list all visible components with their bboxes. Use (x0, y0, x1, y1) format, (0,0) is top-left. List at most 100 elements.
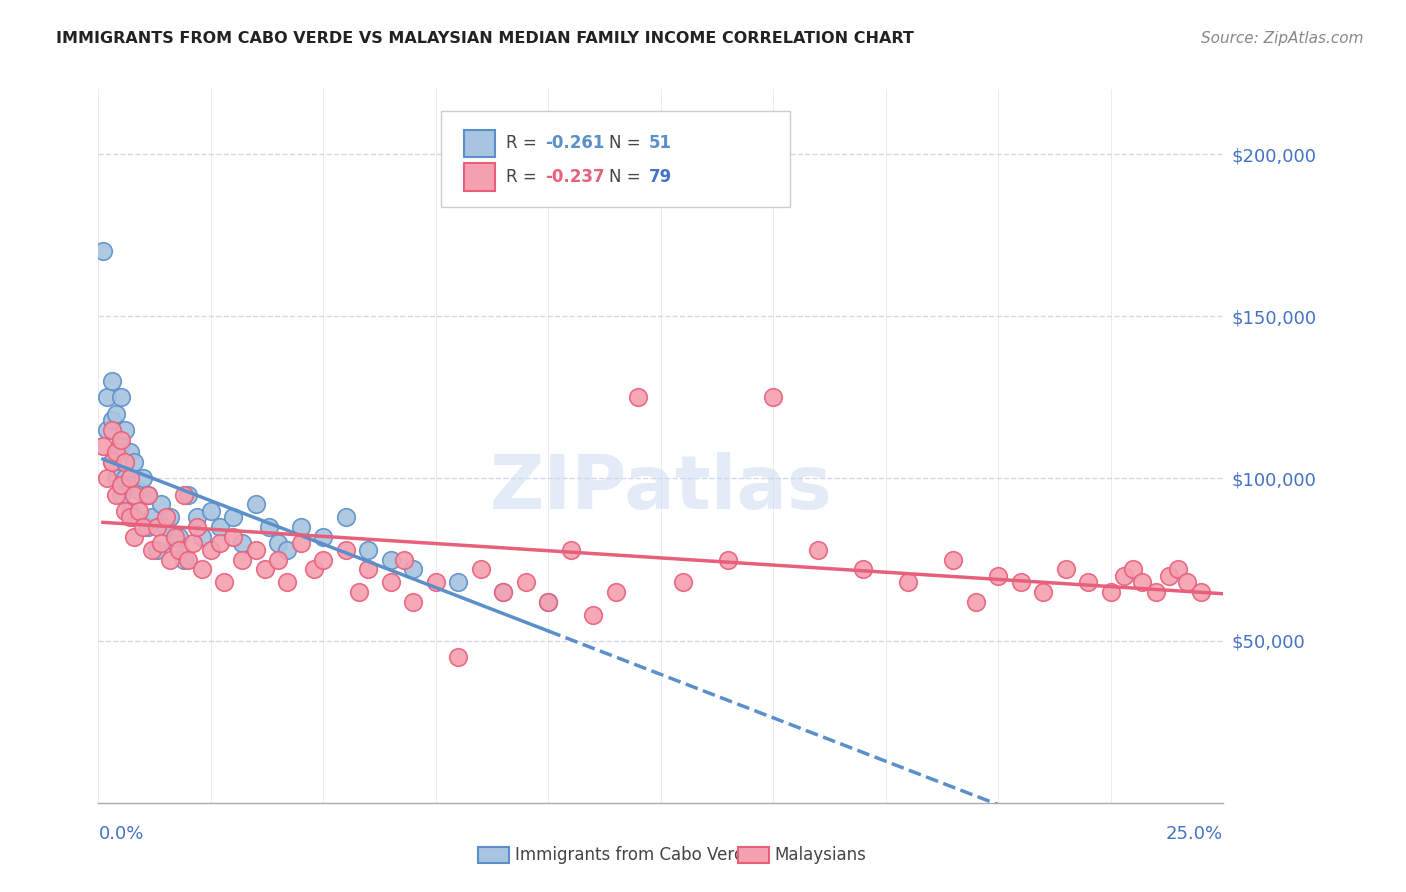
Point (101, 455, 124, 469)
Point (1144, 585, 1167, 599)
Point (1122, 562, 1144, 576)
Point (114, 423, 136, 437)
Text: N =: N = (609, 135, 645, 153)
Point (91, 439, 114, 453)
Point (118, 478, 141, 492)
Point (537, 595, 560, 609)
Point (208, 520, 231, 534)
Point (470, 562, 492, 576)
Text: 25.0%: 25.0% (1166, 825, 1223, 843)
Point (253, 562, 276, 576)
Point (425, 575, 447, 590)
Point (118, 510, 141, 524)
Point (177, 552, 200, 566)
Point (942, 552, 965, 566)
Point (1175, 575, 1198, 590)
Point (1167, 562, 1189, 576)
Point (110, 390, 132, 404)
Bar (464, 130, 495, 157)
Point (380, 552, 402, 566)
Point (124, 455, 146, 469)
Point (304, 562, 326, 576)
Point (897, 575, 920, 590)
Text: ZIPatlas: ZIPatlas (489, 452, 832, 525)
Point (114, 471, 136, 485)
Point (312, 530, 335, 544)
Text: R =: R = (506, 168, 541, 186)
Point (163, 536, 186, 550)
Point (155, 510, 177, 524)
Point (1189, 585, 1212, 599)
Point (146, 542, 169, 557)
Point (852, 562, 875, 576)
Point (492, 585, 515, 599)
Point (128, 484, 150, 499)
Point (105, 488, 128, 502)
Point (290, 536, 312, 550)
Point (335, 510, 357, 524)
Point (200, 504, 222, 518)
Point (191, 530, 214, 544)
Point (96, 390, 118, 404)
Point (159, 510, 181, 524)
Point (312, 552, 335, 566)
Point (105, 445, 128, 459)
Point (124, 510, 146, 524)
Point (110, 478, 132, 492)
Point (335, 542, 357, 557)
Point (231, 536, 253, 550)
Point (380, 575, 402, 590)
Point (110, 488, 132, 502)
Point (214, 575, 236, 590)
Point (492, 585, 515, 599)
Point (96, 423, 118, 437)
Point (173, 488, 195, 502)
Point (222, 510, 245, 524)
Point (447, 649, 470, 664)
Point (402, 562, 425, 576)
Point (101, 374, 124, 388)
Point (1010, 575, 1032, 590)
Point (349, 585, 371, 599)
Point (605, 585, 627, 599)
Point (1099, 585, 1122, 599)
Point (110, 433, 132, 447)
Point (402, 595, 425, 609)
Point (136, 488, 159, 502)
Point (124, 530, 146, 544)
Point (173, 552, 195, 566)
Point (582, 607, 605, 622)
Text: -0.237: -0.237 (546, 168, 605, 186)
Point (276, 542, 298, 557)
Point (186, 520, 208, 534)
Point (191, 562, 214, 576)
Point (515, 575, 537, 590)
Text: Source: ZipAtlas.com: Source: ZipAtlas.com (1201, 31, 1364, 46)
Point (357, 562, 380, 576)
Point (231, 552, 253, 566)
Point (136, 520, 159, 534)
Point (114, 504, 136, 518)
Point (105, 471, 128, 485)
Point (1114, 568, 1136, 582)
Point (965, 595, 987, 609)
Point (276, 575, 298, 590)
Point (560, 542, 582, 557)
Point (200, 542, 222, 557)
Point (105, 407, 128, 421)
Point (101, 413, 124, 427)
Point (118, 504, 141, 518)
Point (267, 536, 290, 550)
Point (163, 530, 186, 544)
Text: R =: R = (506, 135, 541, 153)
Point (267, 552, 290, 566)
Point (245, 497, 267, 511)
Text: 79: 79 (648, 168, 672, 186)
Point (181, 536, 204, 550)
Text: -0.261: -0.261 (546, 135, 605, 153)
Point (447, 575, 470, 590)
Point (537, 595, 560, 609)
Point (132, 471, 155, 485)
Text: N =: N = (609, 168, 645, 186)
Point (169, 530, 191, 544)
